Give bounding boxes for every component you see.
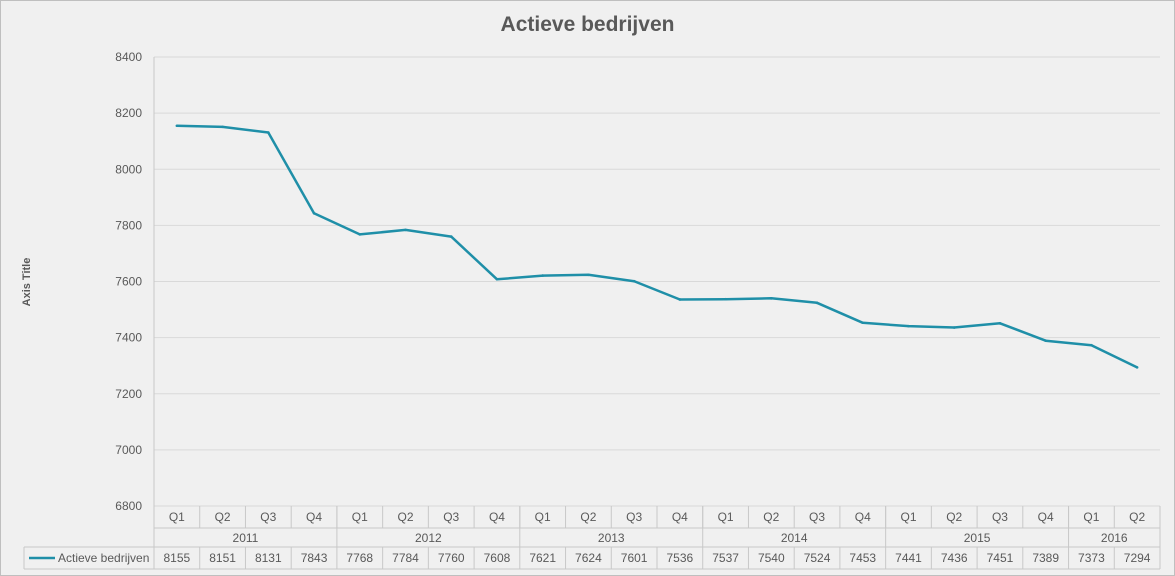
x-tick-label: Q3 [260, 510, 276, 524]
x-tick-label: Q3 [809, 510, 825, 524]
data-point [952, 326, 956, 329]
data-table-value: 7524 [804, 551, 831, 565]
data-point [358, 233, 362, 236]
x-tick-label: Q3 [626, 510, 642, 524]
data-point [267, 131, 270, 134]
data-table-value: 7621 [529, 551, 556, 565]
data-point [175, 124, 179, 128]
data-table-value: 7537 [712, 551, 739, 565]
data-point [1135, 366, 1139, 369]
x-tick-label: Q4 [489, 510, 505, 524]
data-table-value: 8151 [209, 551, 236, 565]
y-tick-label: 7600 [115, 275, 142, 289]
y-tick-label: 7200 [115, 387, 142, 401]
x-tick-label: Q4 [306, 510, 322, 524]
data-table-value: 8131 [255, 551, 282, 565]
year-label: 2014 [781, 531, 808, 545]
data-table-value: 7601 [621, 551, 648, 565]
data-point [449, 235, 453, 238]
data-point [1090, 343, 1093, 347]
year-label: 2013 [598, 531, 625, 545]
data-point [815, 301, 819, 305]
x-tick-label: Q2 [397, 510, 413, 524]
data-table-value: 7624 [575, 551, 602, 565]
x-tick-label: Q2 [580, 510, 596, 524]
data-table-value: 7436 [941, 551, 968, 565]
x-tick-label: Q1 [1083, 510, 1099, 524]
data-point [724, 297, 727, 301]
x-tick-label: Q4 [672, 510, 688, 524]
data-table-value: 7760 [438, 551, 465, 565]
data-point [587, 273, 590, 277]
y-tick-label: 7400 [115, 331, 142, 345]
x-tick-label: Q1 [718, 510, 734, 524]
data-table-value: 8155 [164, 551, 191, 565]
x-tick-label: Q4 [1038, 510, 1054, 524]
data-point [678, 298, 682, 301]
data-point [404, 228, 407, 232]
x-tick-label: Q2 [946, 510, 962, 524]
y-tick-label: 6800 [115, 499, 142, 513]
year-label: 2011 [233, 531, 259, 545]
data-table-value: 7453 [849, 551, 876, 565]
y-tick-label: 8000 [115, 162, 142, 176]
series-line-actieve-bedrijven [176, 124, 1138, 369]
data-table-value: 7373 [1078, 551, 1105, 565]
data-table-value: 7536 [667, 551, 694, 565]
x-tick-label: Q1 [352, 510, 368, 524]
data-table-value: 7389 [1032, 551, 1059, 565]
data-point [861, 321, 865, 325]
data-point [221, 125, 224, 129]
y-tick-label: 8200 [115, 106, 142, 120]
data-table-value: 7608 [484, 551, 511, 565]
data-table-value: 7294 [1124, 551, 1151, 565]
x-tick-label: Q3 [992, 510, 1008, 524]
data-point [312, 212, 316, 215]
year-label: 2015 [964, 531, 991, 545]
data-point [1044, 339, 1047, 343]
chart-title: Actieve bedrijven [500, 13, 675, 36]
data-point [495, 277, 499, 281]
data-point [998, 322, 1002, 325]
x-tick-label: Q2 [1129, 510, 1145, 524]
data-point [632, 279, 636, 283]
y-tick-label: 7000 [115, 443, 142, 457]
data-table-value: 7784 [392, 551, 419, 565]
x-tick-label: Q1 [535, 510, 551, 524]
x-tick-label: Q2 [215, 510, 231, 524]
x-tick-label: Q3 [443, 510, 459, 524]
data-table-value: 7451 [987, 551, 1014, 565]
y-tick-label: 7800 [115, 218, 142, 232]
data-point [770, 297, 773, 300]
data-point [907, 324, 910, 328]
x-tick-label: Q1 [169, 510, 185, 524]
data-point [541, 274, 544, 277]
data-table-value: 7768 [346, 551, 373, 565]
y-tick-label: 8400 [115, 50, 142, 64]
data-table-value: 7843 [301, 551, 328, 565]
year-label: 2016 [1101, 531, 1128, 545]
data-table-value: 7441 [895, 551, 922, 565]
year-label: 2012 [415, 531, 442, 545]
x-tick-label: Q2 [763, 510, 779, 524]
x-tick-label: Q4 [855, 510, 871, 524]
data-table-value: 7540 [758, 551, 785, 565]
x-tick-label: Q1 [900, 510, 916, 524]
legend-label: Actieve bedrijven [58, 551, 149, 565]
